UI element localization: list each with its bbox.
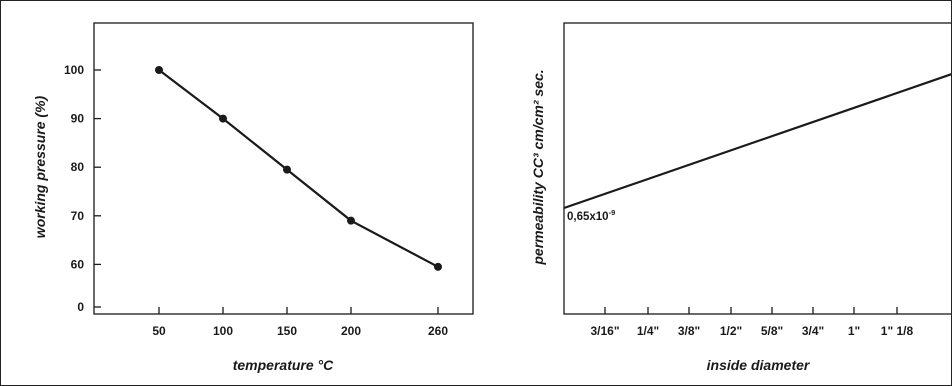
chart-right: 3/16" 1/4" 3/8" 1/2" 5/8" 3/4" 1" 1" 1/8 0,65x1… (530, 22, 951, 373)
left-y-tick-label: 80 (71, 160, 85, 174)
left-x-tick-label: 260 (428, 324, 448, 338)
left-x-tick-label: 100 (213, 324, 233, 338)
left-data-point (283, 165, 291, 174)
right-x-tick-label: 1" (848, 324, 860, 338)
left-data-point (155, 66, 163, 74)
left-y-axis: 0 60 70 80 90 100 (64, 63, 101, 314)
chart-left: 0 60 70 80 90 100 50 100 150 200 260 temperature … (32, 22, 474, 373)
left-y-tick-label: 90 (71, 112, 85, 126)
right-plot-frame (563, 22, 951, 315)
left-x-axis-title: temperature °C (233, 357, 334, 373)
right-x-tick-label: 3/16" (590, 324, 619, 338)
left-data-point (219, 114, 227, 123)
right-y-axis-title: permeability CC³ cm/cm² sec. (530, 69, 546, 265)
left-y-tick-label: 0 (77, 300, 84, 314)
right-x-axis-title: inside diameter (707, 357, 811, 373)
right-x-tick-label: 3/8" (678, 324, 700, 338)
left-y-tick-label: 100 (64, 63, 84, 77)
left-x-tick-label: 200 (341, 324, 361, 338)
left-series (155, 66, 442, 271)
left-y-axis-title: working pressure (%) (32, 95, 48, 238)
right-x-tick-label: 5/8" (761, 324, 783, 338)
annotation-exponent: -9 (609, 208, 616, 217)
right-x-axis: 3/16" 1/4" 3/8" 1/2" 5/8" 3/4" 1" 1" 1/8 (590, 307, 914, 338)
left-x-tick-label: 50 (152, 324, 166, 338)
right-x-tick-label: 1" 1/8 (881, 324, 914, 338)
left-x-tick-label: 150 (277, 324, 297, 338)
right-x-tick-label: 1/4" (637, 324, 659, 338)
left-y-tick-label: 60 (71, 257, 85, 271)
right-start-annotation: 0,65x10-9 (567, 208, 615, 223)
left-data-point (347, 216, 355, 225)
right-series-line (563, 73, 951, 210)
left-x-axis: 50 100 150 200 260 (152, 307, 448, 338)
right-x-tick-label: 3/4" (802, 324, 824, 338)
annotation-base: 0,65x10 (567, 211, 609, 223)
left-data-point (434, 262, 442, 271)
left-y-tick-label: 70 (71, 209, 85, 223)
right-x-tick-label: 1/2" (720, 324, 742, 338)
